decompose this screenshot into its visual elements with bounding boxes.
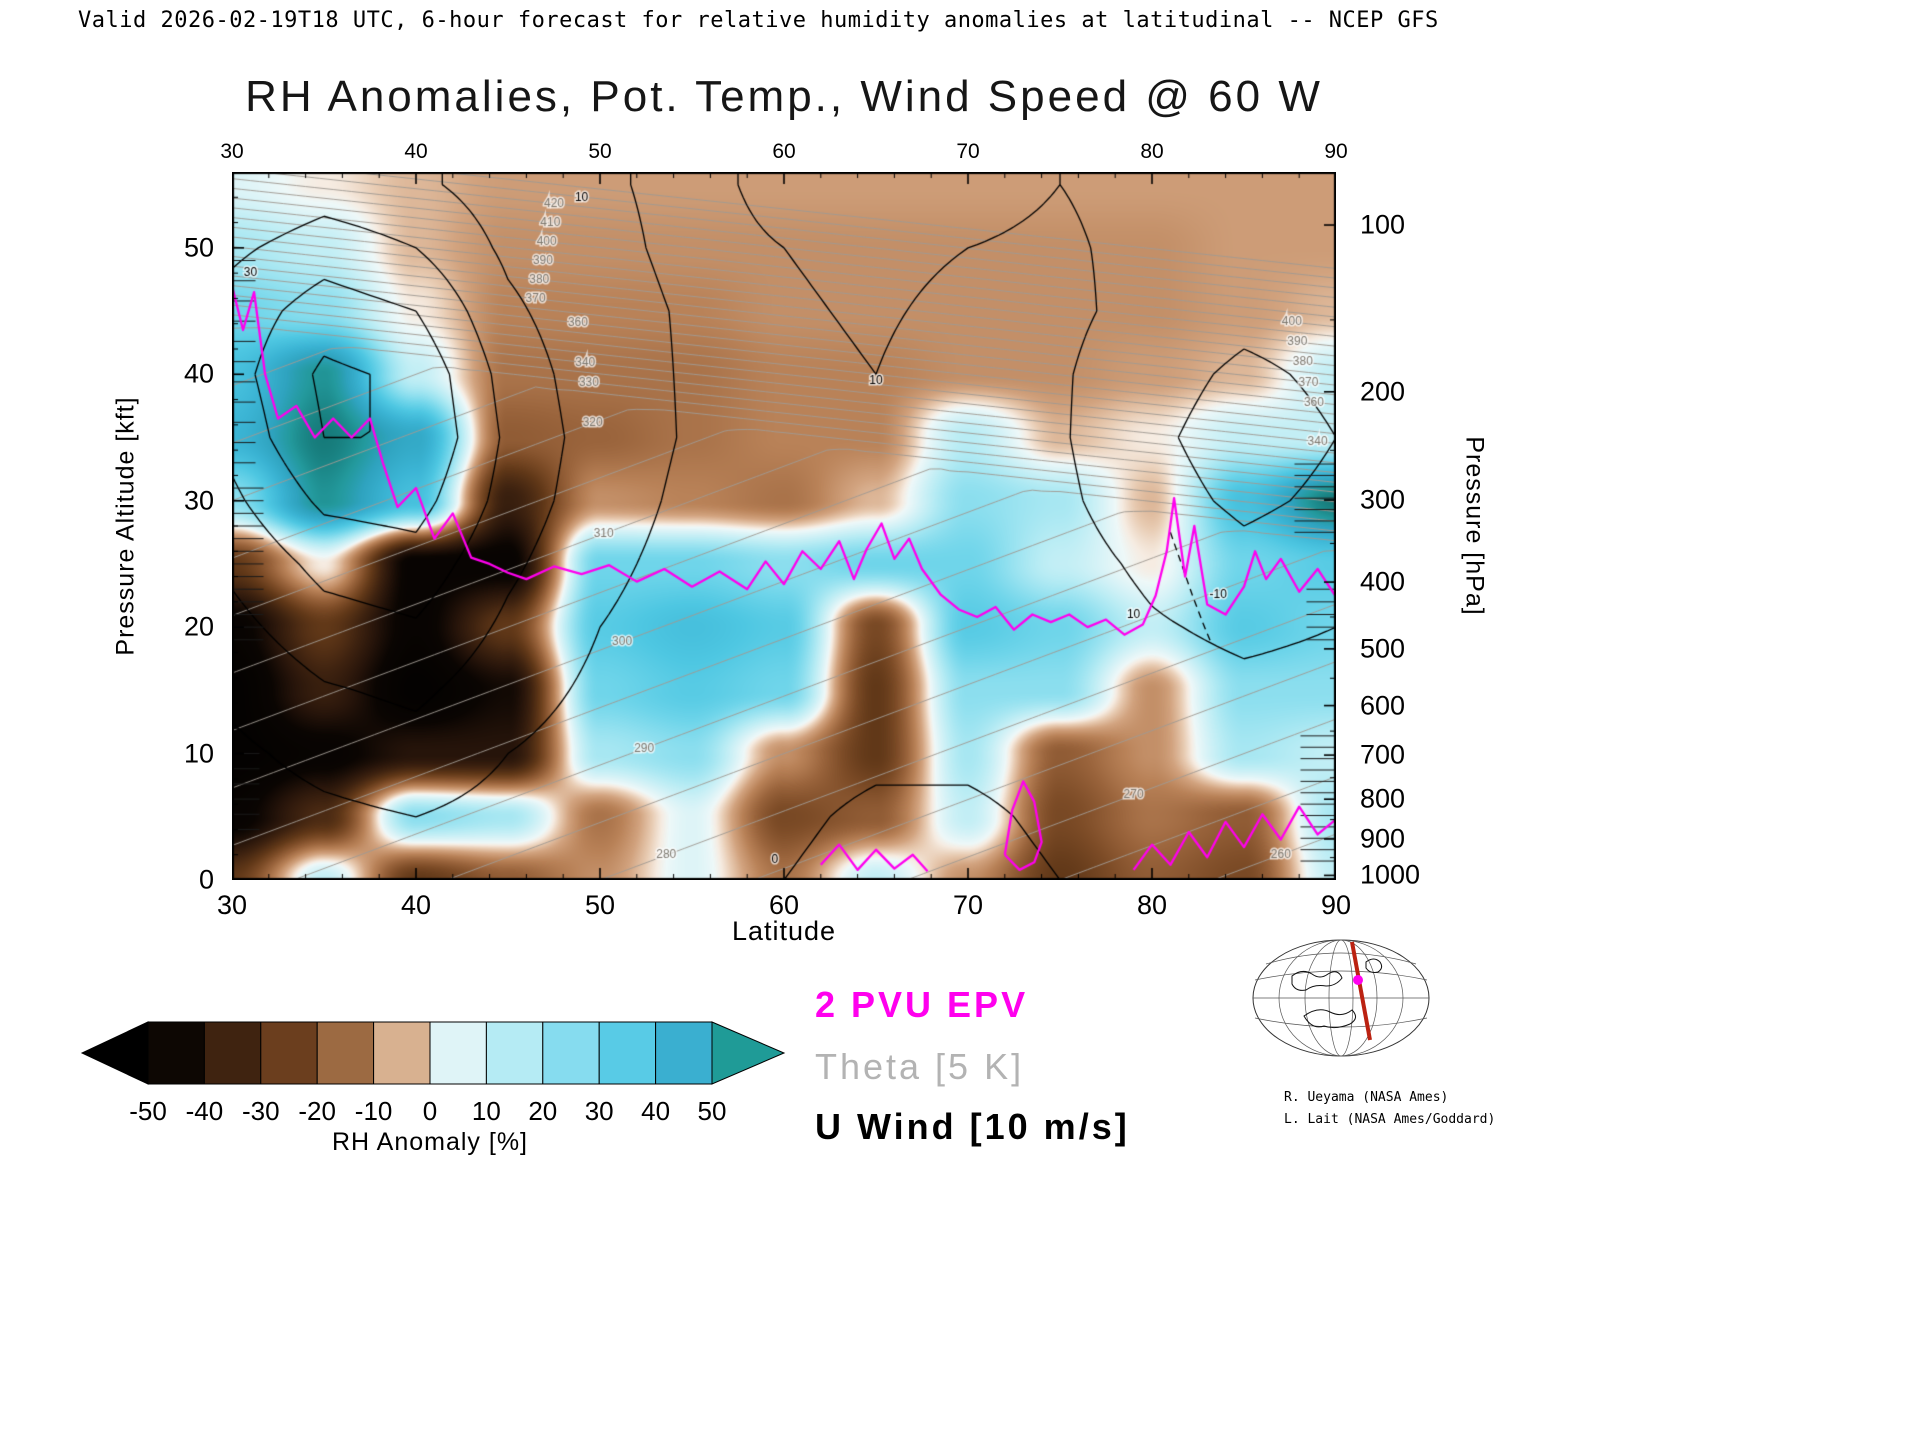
colorbar-tick-label: -50 bbox=[129, 1096, 167, 1126]
x-axis-title: Latitude bbox=[731, 916, 837, 946]
x-top-tick-label: 50 bbox=[588, 140, 612, 163]
x-top-tick-label: 60 bbox=[772, 140, 796, 163]
colorbar-segment bbox=[203, 1021, 262, 1085]
colorbar bbox=[80, 1020, 792, 1093]
y-right-tick-label: 100 bbox=[1360, 209, 1406, 240]
y-right-tick-label: 300 bbox=[1360, 484, 1406, 515]
y-right-tick-label: 700 bbox=[1360, 739, 1406, 770]
parallel-line bbox=[1254, 970, 1428, 981]
colorbar-over-arrow bbox=[711, 1021, 786, 1085]
x-tick-label: 40 bbox=[400, 890, 432, 920]
y-right-tick-label: 900 bbox=[1360, 823, 1406, 854]
colorbar-tick-label: -20 bbox=[298, 1096, 336, 1126]
parallel-line bbox=[1254, 1017, 1428, 1028]
x-top-tick-label: 90 bbox=[1324, 140, 1348, 163]
x-tick-label: 80 bbox=[1136, 890, 1168, 920]
colorbar-segment bbox=[373, 1021, 431, 1085]
colorbar-segment bbox=[542, 1021, 600, 1085]
colorbar-segment bbox=[260, 1021, 318, 1085]
y-left-tick-label: 10 bbox=[183, 738, 214, 769]
colorbar-tick-label: -40 bbox=[185, 1096, 224, 1126]
y-left-tick-label: 0 bbox=[198, 864, 214, 895]
colorbar-segment bbox=[485, 1021, 544, 1085]
legend-epv: 2 PVU EPV bbox=[815, 984, 1029, 1025]
colorbar-segment bbox=[655, 1021, 713, 1085]
colorbar-under-arrow bbox=[80, 1021, 149, 1085]
x-top-tick-label: 70 bbox=[956, 140, 980, 163]
y-left-tick-label: 20 bbox=[183, 611, 214, 642]
y-right-tick-label: 800 bbox=[1360, 783, 1406, 814]
x-tick-label: 60 bbox=[768, 890, 800, 920]
colorbar-title: RH Anomaly [%] bbox=[331, 1128, 529, 1156]
x-top-tick-label: 80 bbox=[1140, 140, 1164, 163]
colorbar-tick-label: 30 bbox=[584, 1096, 614, 1126]
legend-uwind: U Wind [10 m/s] bbox=[815, 1106, 1130, 1147]
x-tick-label: 90 bbox=[1320, 890, 1352, 920]
colorbar-segment bbox=[316, 1021, 375, 1085]
x-tick-label: 70 bbox=[952, 890, 984, 920]
y-left-tick-label: 50 bbox=[183, 232, 214, 263]
colorbar-tick-label: 10 bbox=[471, 1096, 501, 1126]
parallel-line bbox=[1265, 952, 1417, 965]
map-inset bbox=[1252, 939, 1430, 1057]
y-right-tick-label: 600 bbox=[1360, 690, 1406, 721]
coastline bbox=[1291, 970, 1343, 991]
colorbar-segment bbox=[147, 1021, 205, 1085]
colorbar-tick-label: 50 bbox=[697, 1096, 727, 1126]
y-right-tick-label: 1000 bbox=[1360, 859, 1421, 890]
colorbar-tick-label: -10 bbox=[354, 1096, 393, 1126]
coastline bbox=[1303, 1009, 1356, 1029]
colorbar-segment bbox=[598, 1021, 657, 1085]
plot-title: RH Anomalies, Pot. Temp., Wind Speed @ 6… bbox=[245, 72, 1323, 121]
credit-line-1: R. Ueyama (NASA Ames) bbox=[1284, 1090, 1449, 1105]
y-left-tick-label: 40 bbox=[183, 358, 214, 389]
cross-section-marker-dot bbox=[1353, 975, 1363, 985]
colorbar-segment bbox=[429, 1021, 487, 1085]
x-tick-label: 50 bbox=[584, 890, 616, 920]
validity-header: Valid 2026-02-19T18 UTC, 6-hour forecast… bbox=[78, 8, 1439, 33]
colorbar-tick-label: 40 bbox=[641, 1096, 671, 1126]
y-right-tick-label: 400 bbox=[1360, 566, 1406, 597]
y-left-axis-title: Pressure Altitude [kft] bbox=[111, 396, 140, 656]
cross-section-meridian-line bbox=[1350, 941, 1372, 1041]
legend-theta: Theta [5 K] bbox=[815, 1046, 1025, 1087]
colorbar-tick-label: 0 bbox=[422, 1096, 438, 1126]
cross-section-plot bbox=[232, 172, 1336, 880]
colorbar-tick-label: 20 bbox=[528, 1096, 558, 1126]
x-top-tick-label: 40 bbox=[404, 140, 428, 163]
y-left-tick-label: 30 bbox=[183, 485, 214, 516]
y-right-tick-label: 200 bbox=[1360, 376, 1406, 407]
x-top-tick-label: 30 bbox=[220, 140, 244, 163]
colorbar-tick-label: -30 bbox=[242, 1096, 280, 1126]
y-right-axis-title: Pressure [hPa] bbox=[1460, 436, 1489, 616]
coastline bbox=[1365, 958, 1383, 973]
y-right-tick-label: 500 bbox=[1360, 633, 1406, 664]
credit-line-2: L. Lait (NASA Ames/Goddard) bbox=[1284, 1112, 1496, 1127]
x-tick-label: 30 bbox=[216, 890, 248, 920]
colorbar-scale bbox=[80, 1021, 786, 1085]
